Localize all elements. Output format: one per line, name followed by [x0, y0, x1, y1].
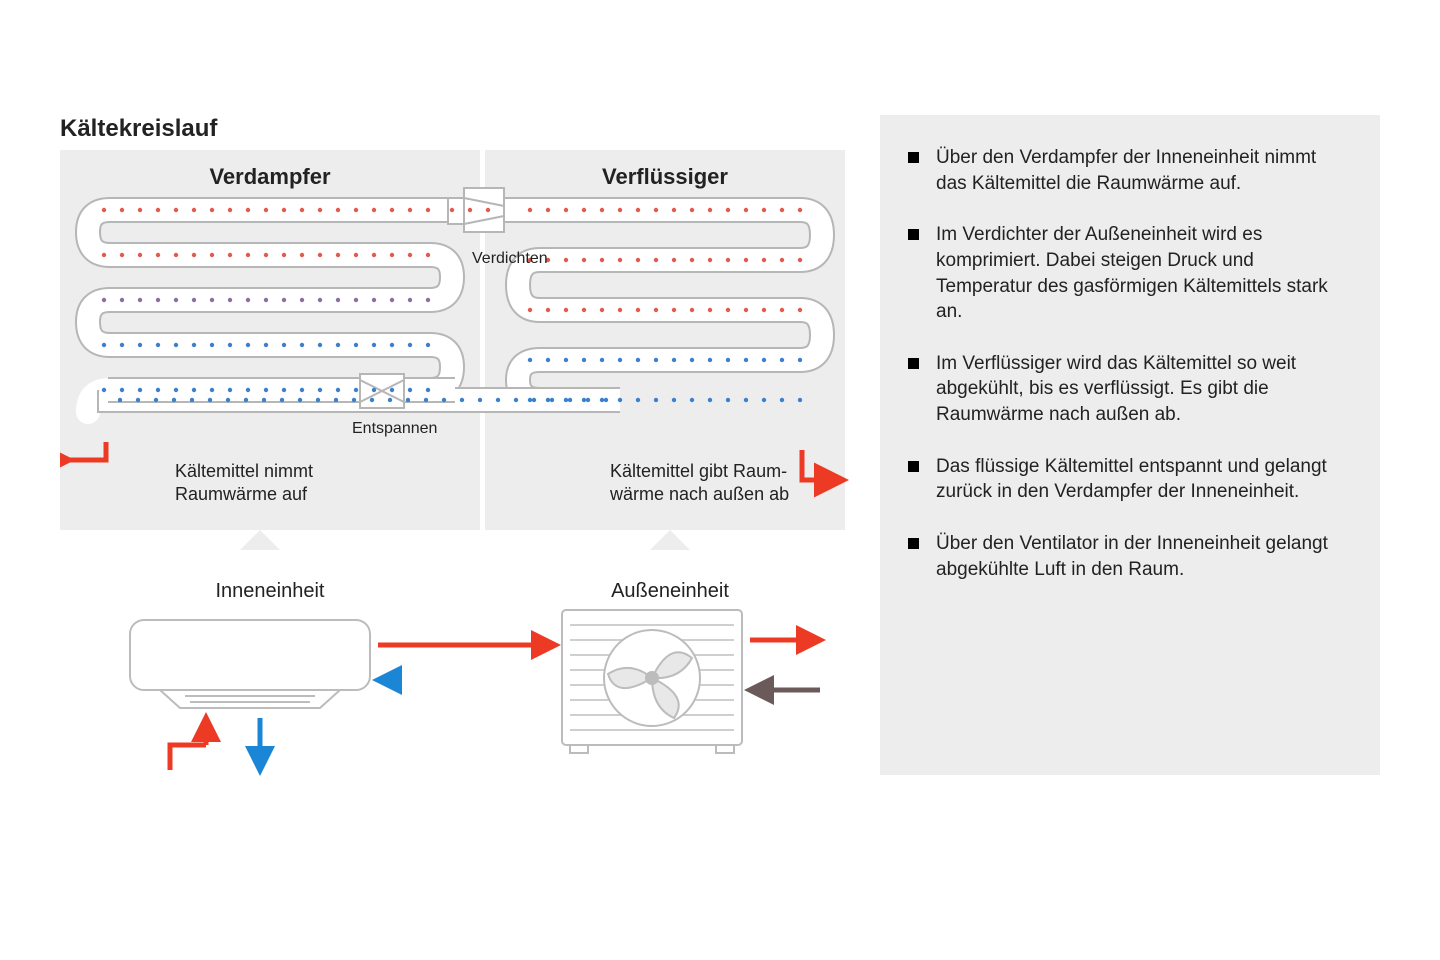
outdoor-unit-icon: [562, 610, 742, 753]
page-root: Kältekreislauf Verdampfer Verflüssiger: [0, 0, 1440, 960]
expansion-valve-icon: [360, 374, 404, 408]
compressor-label: Verdichten: [472, 250, 548, 268]
bullet-item: Über den Verdampfer der Innen­einheit ni…: [908, 145, 1352, 196]
evaporator-caption: Kältemittel nimmtRaumwärme auf: [175, 460, 405, 505]
explanation-list: Über den Verdampfer der Innen­einheit ni…: [908, 145, 1352, 582]
indoor-unit-icon: [130, 620, 370, 708]
bullet-item: Im Verdichter der Außeneinheit wird es k…: [908, 222, 1352, 325]
units-diagram: [60, 600, 850, 800]
expansion-label: Entspannen: [352, 420, 437, 438]
condenser-caption: Kältemittel gibt Raum-wärme nach außen a…: [610, 460, 840, 505]
refrigerant-coil-diagram: [60, 150, 850, 580]
explanation-sidebar: Über den Verdampfer der Innen­einheit ni…: [880, 115, 1380, 775]
bullet-item: Das flüssige Kältemittel entspannt und g…: [908, 454, 1352, 505]
bullet-item: Über den Ventilator in der Inneneinheit …: [908, 531, 1352, 582]
bullet-item: Im Verflüssiger wird das Kältemittel so …: [908, 351, 1352, 428]
diagram-title: Kältekreislauf: [60, 115, 217, 143]
